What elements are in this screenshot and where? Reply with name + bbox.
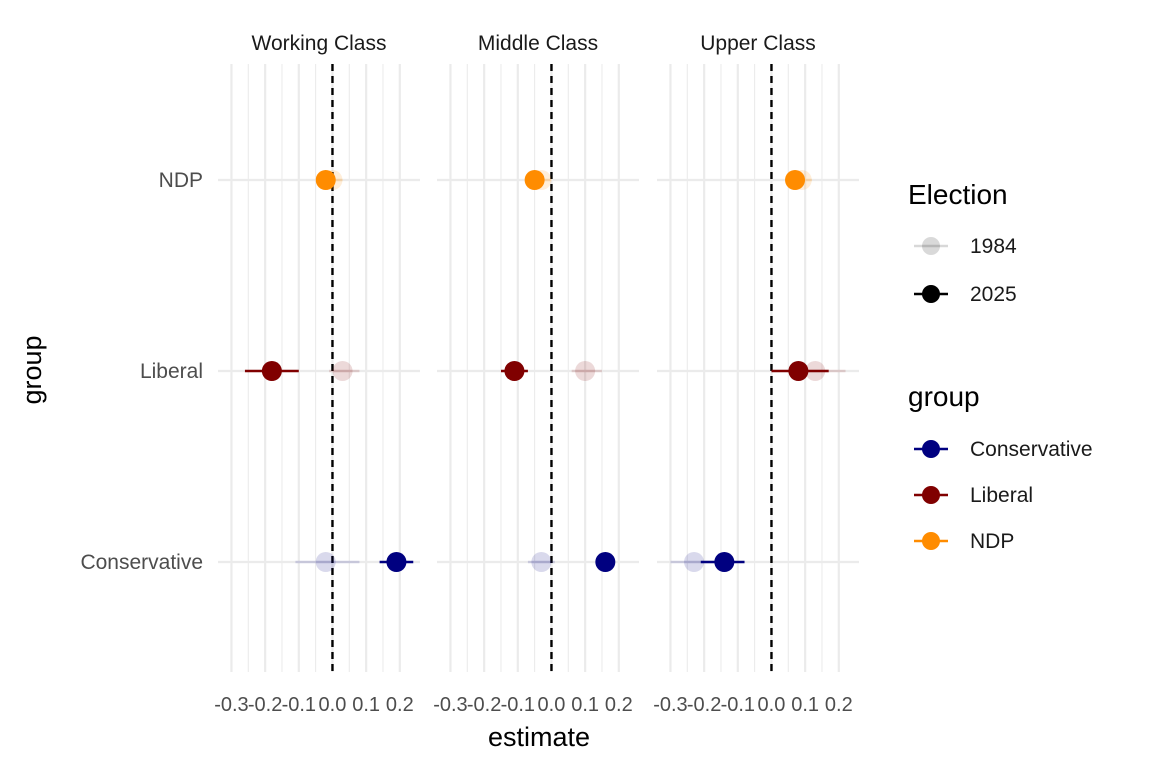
- legend-key-point-1984: [922, 237, 940, 255]
- x-tick-label-working-class: -0.2: [248, 694, 282, 716]
- facet-label-middle-class: Middle Class: [478, 32, 598, 55]
- legend-title-election: Election: [908, 179, 1008, 210]
- point-middle-class-conservative-2025: [595, 552, 616, 572]
- y-axis-title: group: [17, 335, 47, 404]
- legend-key-point-liberal: [922, 486, 940, 504]
- point-upper-class-ndp-2025: [785, 170, 806, 190]
- point-upper-class-conservative-2025: [714, 552, 735, 572]
- x-tick-label-upper-class: -0.3: [653, 694, 687, 716]
- x-tick-label-middle-class: 0.0: [538, 694, 566, 716]
- x-tick-label-upper-class: -0.2: [687, 694, 721, 716]
- x-tick-label-middle-class: -0.3: [433, 694, 467, 716]
- facet-label-working-class: Working Class: [252, 32, 387, 55]
- x-axis-title: estimate: [488, 722, 590, 752]
- point-working-class-conservative-1984: [315, 552, 336, 572]
- axis-text-layer: Working Class-0.3 -0.2 -0.1 0.0 0.1 0.2Middle…: [17, 32, 853, 752]
- legend-title-group: group: [908, 381, 980, 412]
- x-tick-label-middle-class: 0.1: [571, 694, 599, 716]
- x-tick-label-upper-class: 0.0: [758, 694, 786, 716]
- x-tick-label-middle-class: -0.2: [467, 694, 501, 716]
- legend-key-point-2025: [922, 285, 940, 303]
- y-tick-label-liberal: Liberal: [140, 360, 203, 383]
- legend-label-2025: 2025: [970, 283, 1017, 306]
- legend-label-conservative: Conservative: [970, 438, 1093, 461]
- point-upper-class-conservative-1984: [684, 552, 705, 572]
- legend-label-ndp: NDP: [970, 530, 1014, 553]
- x-tick-label-working-class: -0.3: [214, 694, 248, 716]
- x-tick-label-upper-class: 0.1: [791, 694, 819, 716]
- x-tick-label-working-class: -0.1: [282, 694, 316, 716]
- point-upper-class-liberal-2025: [788, 361, 809, 381]
- point-middle-class-conservative-1984: [531, 552, 552, 572]
- point-working-class-liberal-1984: [332, 361, 353, 381]
- x-tick-label-upper-class: -0.1: [721, 694, 755, 716]
- grid-layer: [218, 64, 859, 672]
- legend-key-point-ndp: [922, 532, 940, 550]
- point-middle-class-liberal-1984: [575, 361, 596, 381]
- point-working-class-liberal-2025: [261, 361, 282, 381]
- x-tick-label-working-class: 0.2: [386, 694, 414, 716]
- reference-lines-layer: [331, 64, 773, 672]
- x-tick-label-middle-class: 0.2: [605, 694, 633, 716]
- facet-label-upper-class: Upper Class: [700, 32, 816, 55]
- y-tick-label-ndp: NDP: [159, 169, 203, 192]
- point-working-class-conservative-2025: [386, 552, 407, 572]
- point-working-class-ndp-2025: [315, 170, 336, 190]
- legend-label-liberal: Liberal: [970, 484, 1033, 507]
- point-middle-class-ndp-2025: [524, 170, 545, 190]
- x-tick-label-middle-class: -0.1: [501, 694, 535, 716]
- data-marks-layer: [244, 170, 846, 572]
- legend-layer: Election 1984 2025 group Conservative Liberal…: [908, 179, 1093, 553]
- x-tick-label-upper-class: 0.2: [825, 694, 853, 716]
- point-middle-class-liberal-2025: [504, 361, 525, 381]
- y-tick-label-conservative: Conservative: [80, 551, 203, 574]
- legend-key-point-conservative: [922, 440, 940, 458]
- x-tick-label-working-class: 0.1: [352, 694, 380, 716]
- x-tick-label-working-class: 0.0: [319, 694, 347, 716]
- legend-label-1984: 1984: [970, 235, 1017, 258]
